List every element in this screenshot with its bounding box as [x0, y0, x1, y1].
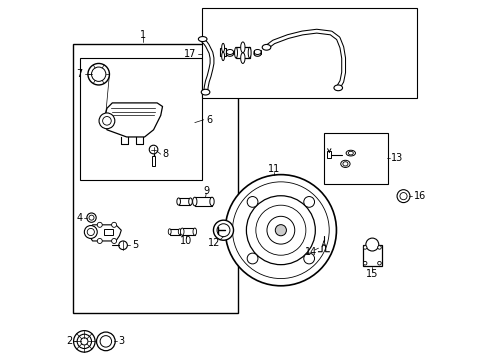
- Bar: [236, 47, 250, 58]
- Bar: [152, 156, 155, 166]
- Circle shape: [267, 216, 295, 244]
- Circle shape: [92, 67, 106, 81]
- Bar: [202, 8, 417, 98]
- Circle shape: [247, 197, 258, 207]
- Ellipse shape: [178, 229, 181, 234]
- Circle shape: [81, 338, 88, 345]
- Ellipse shape: [180, 228, 184, 235]
- Circle shape: [232, 182, 329, 279]
- Circle shape: [87, 213, 96, 222]
- Bar: [80, 58, 202, 180]
- Circle shape: [304, 197, 315, 207]
- Text: 13: 13: [391, 153, 403, 163]
- Bar: [324, 134, 389, 184]
- Ellipse shape: [241, 42, 245, 53]
- Circle shape: [100, 336, 112, 347]
- Circle shape: [97, 238, 102, 243]
- Bar: [104, 229, 113, 234]
- Text: 16: 16: [414, 191, 426, 201]
- Circle shape: [214, 220, 234, 240]
- Bar: [220, 48, 226, 56]
- Text: 15: 15: [366, 269, 378, 279]
- Polygon shape: [105, 103, 163, 137]
- Circle shape: [88, 63, 109, 85]
- Circle shape: [366, 238, 379, 251]
- Bar: [363, 244, 382, 266]
- Ellipse shape: [334, 85, 343, 91]
- Ellipse shape: [254, 51, 261, 56]
- Circle shape: [397, 190, 410, 203]
- Text: 2: 2: [66, 336, 72, 346]
- Bar: [179, 198, 191, 205]
- Ellipse shape: [177, 198, 180, 205]
- Ellipse shape: [348, 151, 353, 155]
- Circle shape: [97, 332, 115, 351]
- Ellipse shape: [262, 44, 271, 50]
- Circle shape: [87, 228, 95, 235]
- Ellipse shape: [193, 228, 196, 235]
- Text: 7: 7: [76, 69, 83, 79]
- Text: 4: 4: [77, 213, 83, 222]
- Ellipse shape: [210, 197, 214, 206]
- Text: 14: 14: [305, 247, 318, 257]
- Ellipse shape: [168, 229, 171, 234]
- Circle shape: [99, 113, 115, 129]
- Text: 9: 9: [203, 186, 209, 196]
- Ellipse shape: [221, 43, 224, 52]
- Text: 8: 8: [163, 149, 169, 159]
- Ellipse shape: [346, 150, 355, 156]
- Circle shape: [119, 241, 127, 249]
- Circle shape: [225, 175, 337, 286]
- Ellipse shape: [198, 37, 207, 41]
- Ellipse shape: [201, 89, 210, 95]
- Ellipse shape: [341, 160, 350, 167]
- Circle shape: [304, 253, 315, 264]
- Ellipse shape: [241, 53, 245, 63]
- Text: 17: 17: [184, 49, 196, 59]
- Text: 10: 10: [180, 236, 192, 246]
- Circle shape: [378, 261, 381, 265]
- Circle shape: [102, 117, 111, 125]
- Ellipse shape: [189, 198, 192, 205]
- Text: 12: 12: [208, 238, 220, 248]
- Circle shape: [74, 330, 95, 352]
- Circle shape: [217, 224, 230, 237]
- Circle shape: [89, 215, 94, 220]
- Ellipse shape: [226, 51, 234, 56]
- Circle shape: [112, 222, 117, 227]
- Text: 3: 3: [119, 336, 125, 346]
- Circle shape: [149, 145, 158, 154]
- Ellipse shape: [235, 47, 238, 58]
- Circle shape: [77, 334, 92, 348]
- Circle shape: [275, 225, 287, 236]
- Text: 1: 1: [140, 30, 146, 40]
- Circle shape: [84, 226, 97, 238]
- Circle shape: [256, 205, 306, 255]
- Polygon shape: [87, 225, 122, 241]
- Circle shape: [246, 196, 316, 265]
- Ellipse shape: [248, 47, 251, 58]
- Circle shape: [378, 246, 381, 249]
- Text: 11: 11: [268, 164, 280, 174]
- Ellipse shape: [221, 52, 224, 60]
- Circle shape: [400, 193, 407, 200]
- Circle shape: [247, 253, 258, 264]
- Ellipse shape: [193, 197, 197, 206]
- Bar: [170, 229, 180, 234]
- Ellipse shape: [343, 162, 348, 166]
- Circle shape: [364, 246, 367, 249]
- Circle shape: [112, 238, 117, 243]
- Bar: [327, 151, 331, 158]
- Bar: [73, 44, 238, 313]
- Bar: [182, 228, 195, 235]
- Text: 6: 6: [207, 115, 213, 125]
- Text: 5: 5: [132, 240, 138, 250]
- Bar: [195, 197, 212, 206]
- Ellipse shape: [254, 49, 261, 54]
- Circle shape: [364, 261, 367, 265]
- Ellipse shape: [226, 49, 234, 54]
- Circle shape: [97, 222, 102, 227]
